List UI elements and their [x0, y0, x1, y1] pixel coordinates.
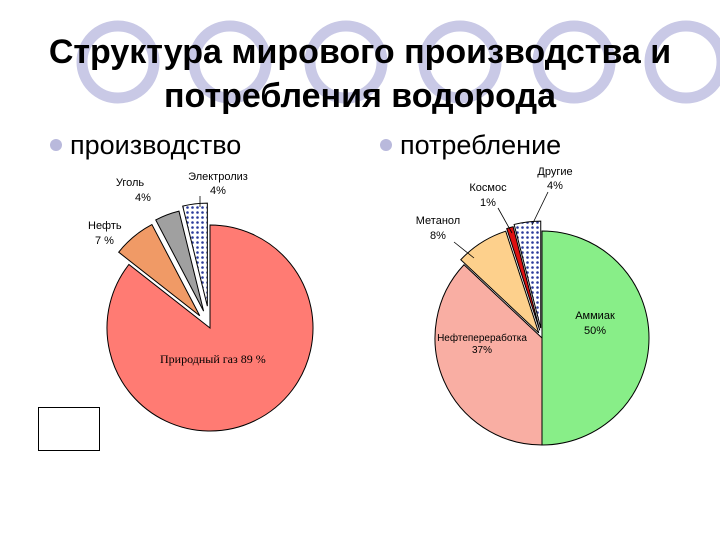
label-oil: Нефть	[88, 220, 122, 232]
pie-slice-2	[117, 223, 201, 317]
label-natural-gas: Природный газ 89 %	[160, 352, 266, 366]
deco-circle	[418, 20, 502, 104]
bullet-dot-icon	[380, 138, 392, 151]
pie-slice-1	[541, 230, 650, 446]
label-ammonia-value: 50%	[584, 325, 606, 337]
label-electrolysis-value: 4%	[210, 185, 226, 197]
pie-slice-4	[182, 202, 208, 307]
pie-slice-3	[155, 210, 205, 312]
deco-circle	[532, 20, 616, 104]
label-oil-value: 7 %	[95, 235, 114, 247]
title-line-2: потребления водорода	[164, 77, 556, 115]
slide-title: Структура мирового производства и потреб…	[0, 30, 720, 118]
label-refining: Нефтепереработка	[437, 332, 527, 344]
label-natural-gas-name: Природный газ	[160, 352, 238, 366]
label-coal: Уголь	[116, 177, 145, 189]
label-space: Космос	[469, 182, 507, 194]
label-coal-value: 4%	[135, 192, 151, 204]
bullet-production: производство	[50, 130, 241, 161]
leader-line	[497, 207, 513, 234]
label-natural-gas-value: 89 %	[241, 352, 266, 366]
label-methanol-value: 8%	[430, 230, 446, 242]
deco-circle	[76, 20, 160, 104]
label-electrolysis: Электролиз	[188, 171, 248, 183]
deco-circle	[188, 20, 272, 104]
pie-slice-3	[460, 230, 540, 334]
production-pie	[106, 202, 314, 432]
deco-circle	[304, 20, 388, 104]
label-methanol: Метанол	[416, 215, 460, 227]
leader-line	[531, 191, 549, 226]
title-line-1: Структура мирового производства и	[48, 33, 672, 71]
deco-circle	[644, 20, 720, 104]
pie-slice-1	[106, 224, 314, 432]
consumption-pie	[434, 220, 650, 446]
empty-box	[38, 407, 100, 451]
pie-slice-2	[434, 264, 543, 446]
bullet-consumption: потребление	[380, 130, 561, 161]
pie-slice-5	[513, 220, 542, 329]
bullet-dot-icon	[50, 138, 62, 151]
label-ammonia: Аммиак	[575, 310, 615, 322]
bullet-production-label: производство	[70, 130, 242, 160]
label-space-value: 1%	[480, 197, 496, 209]
pie-slice-4	[506, 226, 541, 331]
label-refining-value: 37%	[472, 345, 492, 356]
leader-line	[453, 241, 475, 259]
label-other: Другие	[537, 166, 572, 178]
bullet-consumption-label: потребление	[400, 130, 562, 160]
label-other-value: 4%	[547, 180, 563, 192]
